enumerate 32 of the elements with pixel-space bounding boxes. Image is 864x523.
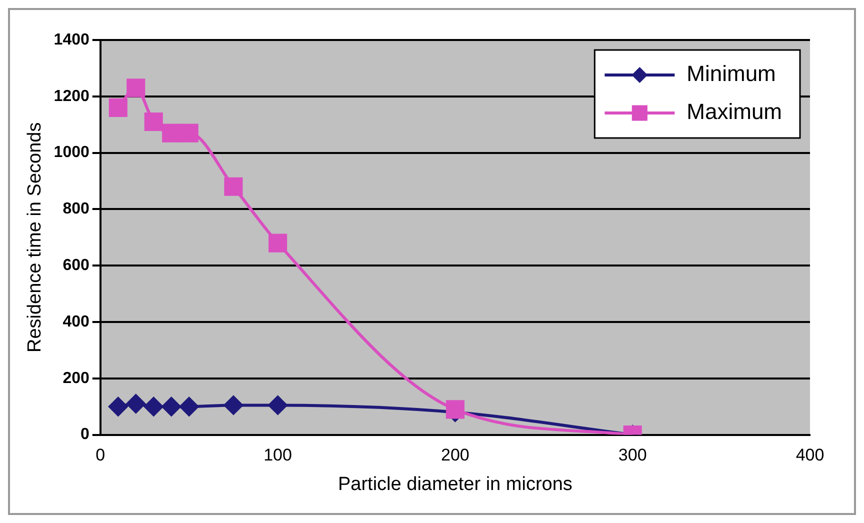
y-tick-label: 600 — [62, 257, 90, 274]
point — [162, 397, 181, 416]
point — [446, 400, 464, 419]
y-tick-label: 200 — [62, 370, 90, 387]
y-tick-label: 1400 — [54, 31, 90, 48]
y-tick-label: 400 — [62, 313, 90, 330]
x-tick-label: 400 — [796, 446, 824, 465]
point — [144, 397, 164, 416]
x-tick-label: 200 — [441, 446, 470, 465]
point — [224, 396, 243, 415]
point — [108, 98, 128, 117]
x-tick-label: 300 — [618, 446, 647, 465]
legend-label: Minimum — [686, 61, 776, 86]
point — [268, 396, 288, 415]
x-tick-label: 0 — [96, 446, 106, 465]
y-tick-label: 0 — [80, 426, 90, 444]
y-tick-label: 1000 — [54, 144, 90, 162]
y-axis-title: Residence time in Seconds — [24, 122, 46, 353]
x-axis-title: Particle diameter in microns — [338, 474, 572, 495]
point — [162, 124, 181, 142]
x-tick-label: 100 — [264, 446, 292, 465]
point — [126, 394, 146, 414]
point — [108, 397, 128, 416]
point — [144, 112, 163, 132]
point — [224, 177, 243, 196]
y-tick-label: 1200 — [54, 88, 90, 105]
legend-label: Maximum — [686, 99, 782, 124]
point — [126, 78, 146, 98]
point — [268, 234, 288, 252]
y-tick-label: 800 — [62, 200, 90, 218]
point — [180, 397, 199, 416]
point — [180, 124, 198, 142]
